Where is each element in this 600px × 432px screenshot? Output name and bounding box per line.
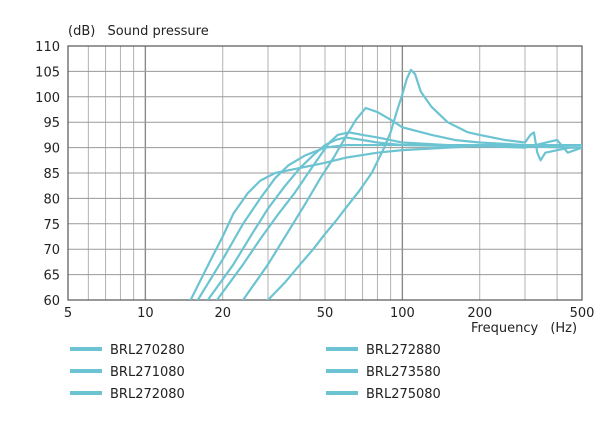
legend: BRL270280 BRL271080 BRL272080 BRL272880 BRL2… <box>70 343 441 402</box>
y-tick-label: 90 <box>43 142 60 157</box>
y-tick-label: 65 <box>43 269 60 284</box>
x-tick-label: 5 <box>64 306 72 321</box>
series-line-brl273580 <box>241 106 582 300</box>
legend-item: BRL272080 <box>70 387 185 402</box>
y-tick-label: 70 <box>43 243 60 258</box>
grid <box>67 45 583 301</box>
y-tick-label: 80 <box>43 192 60 207</box>
series-line-brl272080 <box>206 136 582 300</box>
x-tick-label: 10 <box>137 306 154 321</box>
legend-item: BRL271080 <box>70 365 185 380</box>
y-axis-unit: (dB) <box>68 24 95 39</box>
y-tick-label: 100 <box>35 91 60 106</box>
chart-title: (dB) Sound pressure <box>68 24 209 39</box>
series-line-brl270280 <box>189 143 582 300</box>
x-axis-label-text: Frequency <box>471 321 538 336</box>
x-tick-label: 50 <box>317 306 334 321</box>
legend-item: BRL275080 <box>326 387 441 402</box>
plot-frame <box>67 45 583 301</box>
x-axis-label: Frequency (Hz) <box>471 321 577 336</box>
y-tick-label: 85 <box>43 167 60 182</box>
y-tick-label: 110 <box>35 40 60 55</box>
legend-item: BRL273580 <box>326 365 441 380</box>
legend-label: BRL271080 <box>110 365 185 380</box>
legend-label: BRL270280 <box>110 343 185 358</box>
y-tick-label: 95 <box>43 116 60 131</box>
y-tick-label: 105 <box>35 65 60 80</box>
x-tick-label: 100 <box>390 306 415 321</box>
legend-label: BRL273580 <box>366 365 441 380</box>
series-lines <box>189 68 582 300</box>
series-line-brl271080 <box>196 143 582 300</box>
legend-item: BRL272880 <box>326 343 441 358</box>
legend-label: BRL272080 <box>110 387 185 402</box>
x-axis-unit: (Hz) <box>550 321 577 336</box>
legend-item: BRL270280 <box>70 343 185 358</box>
tick-labels: 60 65 70 75 80 85 90 95 100 105 110 5 10 20 50 100 200 50… <box>35 40 594 321</box>
legend-label: BRL272880 <box>366 343 441 358</box>
chart-title-text: Sound pressure <box>107 24 208 39</box>
y-tick-label: 60 <box>43 294 60 309</box>
y-tick-label: 75 <box>43 218 60 233</box>
x-tick-label: 200 <box>467 306 492 321</box>
x-tick-label: 20 <box>214 306 231 321</box>
legend-label: BRL275080 <box>366 387 441 402</box>
x-tick-label: 500 <box>570 306 595 321</box>
series-line-brl275080 <box>266 68 582 300</box>
